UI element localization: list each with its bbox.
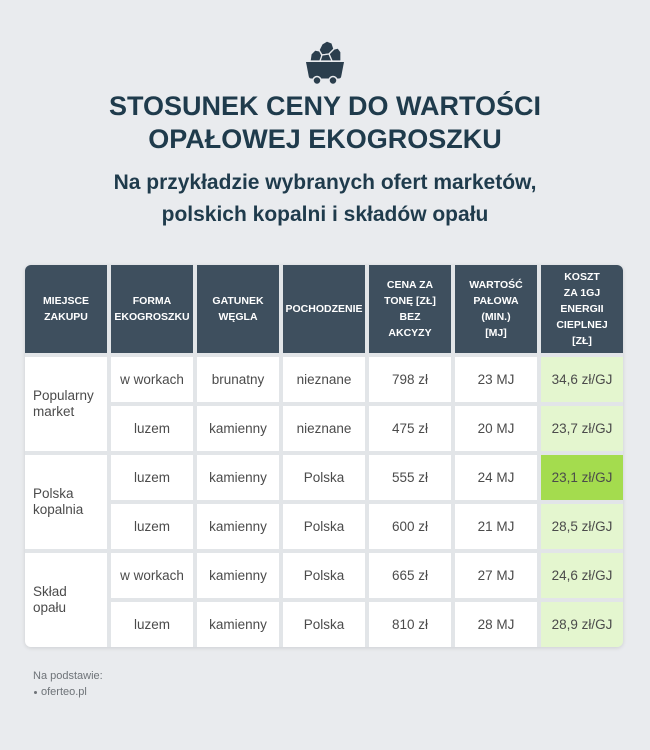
price-cell: 475 zł [369, 406, 451, 451]
source-item-text: oferteo.pl [41, 686, 87, 698]
price-cell: 798 zł [369, 357, 451, 402]
form-cell: luzem [111, 602, 193, 647]
coal-type-cell: kamienny [197, 602, 279, 647]
cost-cell: 23,7 zł/GJ [541, 406, 623, 451]
place-label: Polska kopalnia [33, 486, 84, 517]
calorific-value-cell: 24 MJ [455, 455, 537, 500]
coal-type-cell: brunatny [197, 357, 279, 402]
origin-cell: Polska [283, 602, 365, 647]
place-cell: Popularny market [25, 357, 107, 451]
origin-cell: nieznane [283, 357, 365, 402]
calorific-value-cell: 28 MJ [455, 602, 537, 647]
cart-wheel [312, 75, 322, 85]
bullet-icon [34, 690, 37, 694]
origin-cell: Polska [283, 553, 365, 598]
coal-type-cell: kamienny [197, 406, 279, 451]
coal-type-cell: kamienny [197, 504, 279, 549]
calorific-value-cell: 23 MJ [455, 357, 537, 402]
form-cell: w workach [111, 357, 193, 402]
cost-cell: 28,9 zł/GJ [541, 602, 623, 647]
price-cell: 810 zł [369, 602, 451, 647]
column-header-place: MIEJSCE ZAKUPU [25, 265, 107, 353]
place-cell: Skład opału [25, 553, 107, 647]
form-cell: w workach [111, 553, 193, 598]
calorific-value-cell: 21 MJ [455, 504, 537, 549]
page-subtitle: Na przykładzie wybranych ofert marketów,… [113, 171, 537, 226]
place-cell: Polska kopalnia [25, 455, 107, 549]
origin-cell: Polska [283, 455, 365, 500]
form-cell: luzem [111, 455, 193, 500]
coal-lump [319, 53, 333, 62]
cost-cell: 28,5 zł/GJ [541, 504, 623, 549]
calorific-value-cell: 20 MJ [455, 406, 537, 451]
comparison-table: MIEJSCE ZAKUPU FORMA EKOGROSZKU GATUNEK … [25, 265, 623, 647]
price-cell: 600 zł [369, 504, 451, 549]
mine-cart-icon [305, 39, 345, 85]
source-note: Na podstawie: oferteo.pl [33, 668, 103, 700]
cost-cell: 24,6 zł/GJ [541, 553, 623, 598]
origin-cell: nieznane [283, 406, 365, 451]
form-cell: luzem [111, 504, 193, 549]
price-cell: 555 zł [369, 455, 451, 500]
calorific-value-cell: 27 MJ [455, 553, 537, 598]
cart-body [306, 62, 344, 79]
column-header-origin: POCHODZENIE [283, 265, 365, 353]
form-cell: luzem [111, 406, 193, 451]
source-label: Na podstawie: [33, 670, 103, 682]
column-header-form: FORMA EKOGROSZKU [111, 265, 193, 353]
price-cell: 665 zł [369, 553, 451, 598]
coal-type-cell: kamienny [197, 455, 279, 500]
place-label: Popularny market [33, 388, 94, 419]
column-header-calorific-value: WARTOŚĆ PAŁOWA (MIN.) [MJ] [455, 265, 537, 353]
place-label: Skład opału [33, 584, 67, 615]
cost-cell: 34,6 zł/GJ [541, 357, 623, 402]
page-title: STOSUNEK CENY DO WARTOŚCI OPAŁOWEJ EKOGR… [108, 91, 542, 154]
source-item: oferteo.pl [33, 684, 103, 700]
coal-type-cell: kamienny [197, 553, 279, 598]
column-header-price: CENA ZA TONĘ [ZŁ] BEZ AKCYZY [369, 265, 451, 353]
origin-cell: Polska [283, 504, 365, 549]
column-header-cost: KOSZT ZA 1GJ ENERGII CIEPLNEJ [ZŁ] [541, 265, 623, 353]
cost-cell: 23,1 zł/GJ [541, 455, 623, 500]
column-header-coal-type: GATUNEK WĘGLA [197, 265, 279, 353]
cart-wheel [328, 75, 338, 85]
